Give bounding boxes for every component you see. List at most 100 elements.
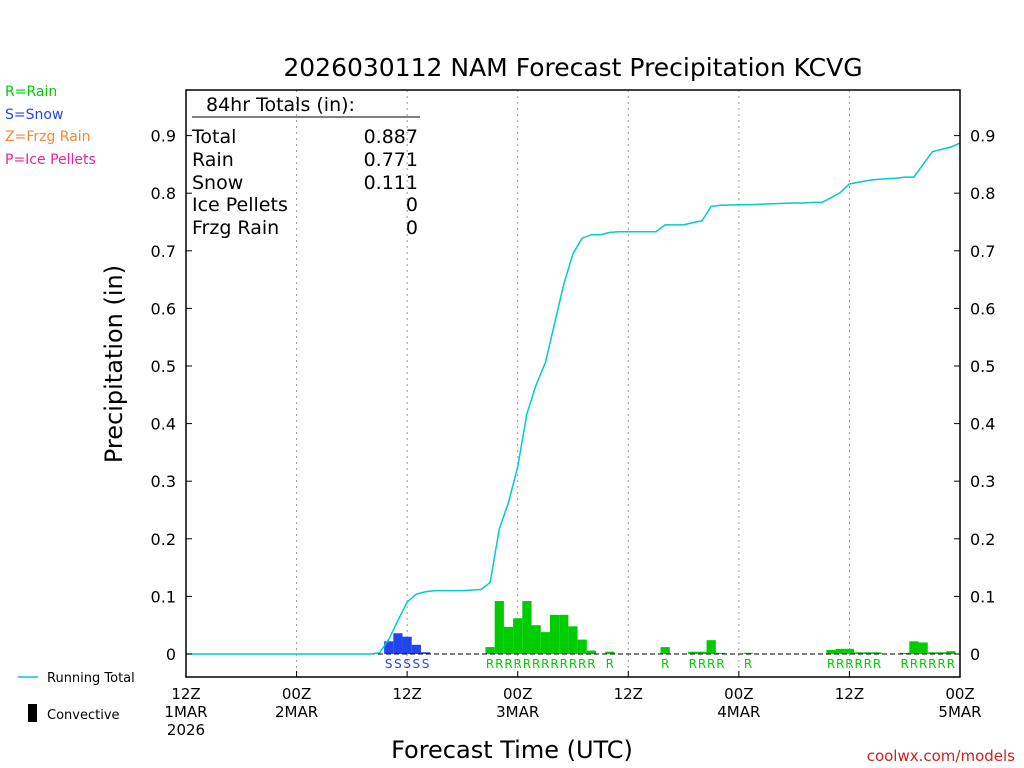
rain-bar-41h xyxy=(559,614,569,654)
ytick-right-label-2: 0.2 xyxy=(970,530,995,549)
xtick-label-3-1: 3MAR xyxy=(496,703,539,721)
x-axis-label: Forecast Time (UTC) xyxy=(391,736,633,764)
type-code-61h: R xyxy=(744,657,752,671)
legend-snow: S=Snow xyxy=(5,107,63,123)
type-code-70h: R xyxy=(827,657,835,671)
rain-bar-72h xyxy=(844,648,855,654)
credit-text: coolwx.com/models xyxy=(867,747,1015,765)
xtick-label-1-0: 00Z xyxy=(282,685,311,703)
rain-bar-42h xyxy=(568,626,578,654)
rain-bar-61h xyxy=(743,652,753,654)
type-code-72h: R xyxy=(845,657,853,671)
ytick-right-label-0: 0 xyxy=(970,645,980,664)
totals-label-rain: Rain xyxy=(192,149,234,171)
xtick-label-7-1: 5MAR xyxy=(938,703,981,721)
type-code-42h: R xyxy=(569,657,577,671)
rain-bar-35h xyxy=(503,626,514,654)
rain-bar-55h xyxy=(688,651,698,654)
legend-freezing-rain: Z=Frzg Rain xyxy=(5,129,91,145)
type-code-40h: R xyxy=(550,657,558,671)
convective-legend-label: Convective xyxy=(47,708,120,723)
ytick-left-label-0: 0 xyxy=(166,645,176,664)
convective-legend-swatch xyxy=(28,704,37,722)
type-code-55h: R xyxy=(689,657,697,671)
xtick-label-1-1: 2MAR xyxy=(275,703,318,721)
rain-bar-57h xyxy=(706,640,716,654)
xtick-label-0-2: 2026 xyxy=(167,721,205,739)
rain-bar-73h xyxy=(854,652,864,654)
rain-bar-58h xyxy=(715,652,726,654)
rain-bar-74h xyxy=(863,652,873,654)
ytick-left-label-1: 0.1 xyxy=(151,587,176,606)
legend-ice-pellets: P=Ice Pellets xyxy=(5,152,96,168)
xtick-label-4-0: 12Z xyxy=(614,685,643,703)
y-axis-right: 0 0.1 0.2 0.3 0.4 0.5 0.6 0.7 0.8 0.9 xyxy=(954,127,995,664)
type-code-73h: R xyxy=(854,657,862,671)
type-legend: R=Rain S=Snow Z=Frzg Rain P=Ice Pellets xyxy=(5,84,96,168)
rain-bar-71h xyxy=(835,648,845,654)
xtick-label-3-0: 00Z xyxy=(503,685,532,703)
totals-value-total: 0.887 xyxy=(364,126,418,148)
type-code-78h: R xyxy=(901,657,909,671)
type-code-34h: R xyxy=(495,657,503,671)
type-code-25h: S xyxy=(413,657,421,671)
type-code-56h: R xyxy=(698,657,706,671)
type-code-46h: R xyxy=(606,657,614,671)
type-code-35h: R xyxy=(504,657,512,671)
totals-value-ice-pellets: 0 xyxy=(406,194,418,216)
type-code-23h: S xyxy=(394,657,402,671)
totals-value-snow: 0.111 xyxy=(364,172,418,194)
xtick-label-5-0: 00Z xyxy=(724,685,753,703)
ytick-right-label-3: 0.3 xyxy=(970,472,995,491)
rain-bar-40h xyxy=(549,614,560,654)
ytick-left-label-3: 0.3 xyxy=(151,472,176,491)
type-code-58h: R xyxy=(716,657,724,671)
ytick-left-label-6: 0.6 xyxy=(151,299,176,318)
type-code-82h: R xyxy=(937,657,945,671)
precipitation-bars xyxy=(384,601,956,654)
rain-bar-36h xyxy=(513,618,523,654)
y-axis-label: Precipitation (in) xyxy=(100,265,128,463)
rain-bar-56h xyxy=(697,651,707,654)
ytick-right-label-6: 0.6 xyxy=(970,299,995,318)
rain-bar-43h xyxy=(577,639,587,654)
totals-value-frzg-rain: 0 xyxy=(406,217,418,239)
ytick-right-label-7: 0.7 xyxy=(970,242,995,261)
running-total-line xyxy=(186,142,961,655)
ytick-left-label-8: 0.8 xyxy=(151,184,176,203)
snow-bar-26h xyxy=(420,652,431,654)
plot-frame xyxy=(185,89,961,678)
ytick-right-label-9: 0.9 xyxy=(970,127,995,146)
xtick-label-2-0: 12Z xyxy=(392,685,421,703)
rain-bar-39h xyxy=(540,632,550,654)
bottom-legend: Running Total Convective xyxy=(18,671,135,723)
type-code-74h: R xyxy=(864,657,872,671)
ytick-right-label-4: 0.4 xyxy=(970,415,995,434)
rain-bar-52h xyxy=(660,647,670,654)
type-code-37h: R xyxy=(523,657,531,671)
rain-bar-34h xyxy=(494,601,504,654)
rain-bar-75h xyxy=(872,652,882,654)
xtick-label-6-0: 12Z xyxy=(835,685,864,703)
type-code-26h: S xyxy=(422,657,430,671)
totals-value-rain: 0.771 xyxy=(364,149,418,171)
type-code-43h: R xyxy=(578,657,586,671)
type-code-41h: R xyxy=(560,657,568,671)
rain-bar-38h xyxy=(531,625,541,654)
ytick-left-label-5: 0.5 xyxy=(151,357,176,376)
xtick-label-0-0: 12Z xyxy=(171,685,200,703)
rain-bar-78h xyxy=(900,652,910,654)
type-code-57h: R xyxy=(707,657,715,671)
type-code-44h: R xyxy=(587,657,595,671)
ytick-left-label-9: 0.9 xyxy=(151,127,176,146)
totals-label-total: Total xyxy=(191,126,236,148)
type-code-24h: S xyxy=(403,657,411,671)
rain-bar-79h xyxy=(909,641,919,654)
xtick-label-5-1: 4MAR xyxy=(717,703,760,721)
ytick-right-label-1: 0.1 xyxy=(970,587,995,606)
type-code-71h: R xyxy=(836,657,844,671)
totals-label-snow: Snow xyxy=(192,172,243,194)
